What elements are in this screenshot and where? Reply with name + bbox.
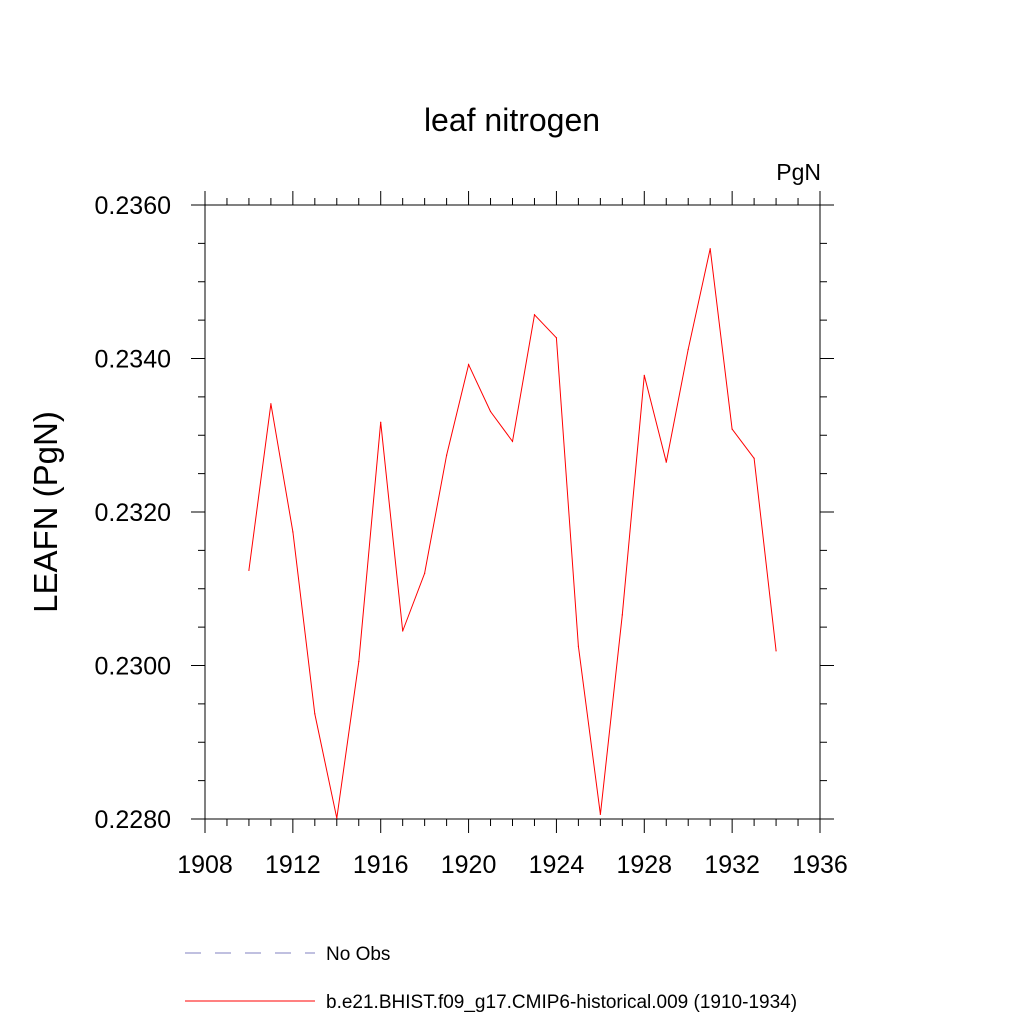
y-tick-label: 0.2360 <box>95 192 171 220</box>
y-tick-label: 0.2320 <box>95 499 171 527</box>
legend: No Obs b.e21.BHIST.f09_g17.CMIP6-historic… <box>185 944 797 1013</box>
x-tick-label: 1936 <box>792 851 848 879</box>
series-layer <box>248 248 777 819</box>
data-point <box>380 421 382 423</box>
plot-frame <box>204 204 821 820</box>
x-axis-ticks: 1908 1912 1916 1920 1924 1928 1932 1936 <box>177 191 848 879</box>
data-point <box>753 457 755 459</box>
data-point <box>314 713 316 715</box>
y-tick-label: 0.2300 <box>95 653 171 681</box>
data-point <box>709 248 711 250</box>
data-point <box>402 630 404 632</box>
y-tick-label: 0.2340 <box>95 346 171 374</box>
x-tick-label: 1912 <box>265 851 321 879</box>
x-tick-label: 1928 <box>616 851 672 879</box>
data-point <box>731 428 733 430</box>
data-point <box>665 461 667 463</box>
x-tick-label: 1932 <box>704 851 760 879</box>
data-point <box>270 403 272 405</box>
legend-label: b.e21.BHIST.f09_g17.CMIP6-historical.009… <box>326 992 797 1013</box>
data-point <box>467 364 470 366</box>
data-point <box>358 661 360 663</box>
y-axis-label: LEAFN (PgN) <box>27 411 64 613</box>
data-point <box>621 614 623 616</box>
data-point <box>555 337 558 339</box>
data-point <box>687 348 689 350</box>
y-axis-ticks: 0.2280 0.2300 0.2320 0.2340 0.2360 <box>95 192 834 834</box>
data-point <box>775 650 777 652</box>
data-point <box>511 440 514 442</box>
data-point <box>577 645 579 647</box>
series-line <box>248 248 777 819</box>
data-point <box>292 531 294 533</box>
data-point <box>643 374 645 376</box>
y-tick-label: 0.2280 <box>95 806 171 834</box>
data-point <box>424 572 426 575</box>
units-label: PgN <box>776 159 821 185</box>
data-point <box>248 569 250 571</box>
legend-label: No Obs <box>326 944 390 965</box>
data-point <box>336 817 338 819</box>
x-tick-label: 1908 <box>177 851 233 879</box>
x-tick-label: 1916 <box>353 851 409 879</box>
data-point <box>489 410 492 413</box>
x-tick-label: 1920 <box>441 851 497 879</box>
x-tick-label: 1924 <box>529 851 585 879</box>
data-point <box>533 314 536 316</box>
data-point <box>446 454 448 456</box>
data-point <box>599 813 601 815</box>
chart-title: leaf nitrogen <box>424 102 600 138</box>
